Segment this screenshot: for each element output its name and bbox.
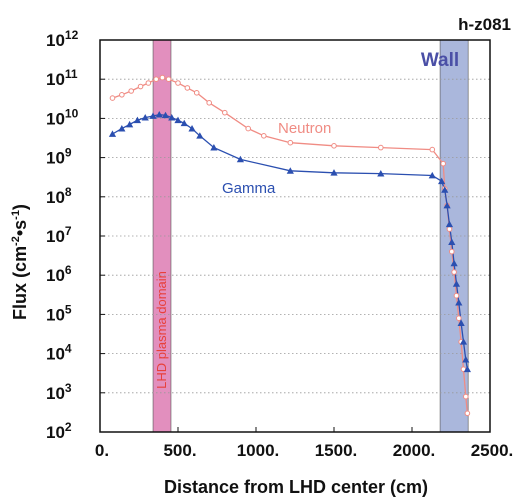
neutron-point [128,88,134,94]
neutron-point [463,393,469,400]
y-tick-label: 1012 [46,28,79,50]
gamma-point [210,143,218,151]
neutron-point [446,226,453,232]
gamma-point [174,116,182,124]
y-tick-label: 1010 [46,106,79,128]
x-tick-label: 2000. [393,441,436,460]
y-tick-label: 108 [46,185,72,207]
neutron-series-label: Neutron [278,120,331,137]
y-tick-label: 104 [46,342,72,364]
gamma-point [457,319,465,326]
gamma-point [377,170,385,177]
x-tick-label: 500. [163,441,196,460]
neutron-point [137,83,144,90]
series-markers [108,74,471,417]
neutron-point [378,144,384,151]
gamma-point [445,220,454,228]
y-tick-label: 102 [46,420,72,442]
gamma-point [108,130,117,137]
neutron-point [119,91,125,98]
gamma-point [141,113,149,121]
chart-title: h-z081 [458,15,511,34]
gamma-point [126,120,134,128]
neutron-point [261,132,267,139]
neutron-point [429,146,436,153]
gamma-point [441,186,449,193]
gamma-point [443,201,451,209]
gamma-point [149,112,157,119]
y-tick-labels: 102 103 104 105 106 107 108 109 1010 1011 1012 [46,28,105,442]
neutron-point [464,410,471,417]
neutron-point [193,89,200,96]
x-axis-title: Distance from LHD center (cm) [164,477,428,497]
neutron-point [222,109,228,116]
gamma-series-label: Gamma [222,180,276,197]
neutron-point [453,292,460,299]
wall-region-label: Wall [421,50,459,71]
shaded-regions [152,39,469,433]
gamma-point [462,356,470,363]
y-tick-label: 109 [46,146,72,168]
neutron-point [206,100,212,106]
gamma-point [286,167,294,174]
gamma-point [155,111,163,118]
neutron-point [184,85,191,91]
gamma-point [330,169,338,176]
y-tick-label: 1011 [46,67,78,89]
plasma-domain-label: LHD plasma domain [154,271,169,389]
neutron-point [245,125,251,132]
neutron-point [109,95,116,101]
x-tick-label: 1500. [315,441,358,460]
gamma-point [459,338,468,345]
gamma-point [180,119,188,127]
gamma-point [236,155,244,163]
neutron-point [448,248,455,255]
gamma-point [133,116,142,124]
neutron-point [153,76,159,82]
gamma-point [450,259,458,267]
gamma-point [448,238,456,245]
grid-lines [100,78,490,394]
gamma-point [428,171,436,179]
neutron-point [440,160,447,167]
x-tick-label: 1000. [237,441,280,460]
y-tick-label: 103 [46,381,72,403]
y-tick-label: 107 [46,224,72,246]
gamma-point [463,365,471,373]
gamma-point [168,113,176,121]
gamma-point [161,111,170,119]
x-tick-labels: 0. 500. 1000. 1500. 2000. 2500. [95,427,513,460]
neutron-point [165,76,172,82]
x-tick-label: 2500. [471,441,514,460]
neutron-point [175,80,181,86]
neutron-point [159,74,166,81]
neutron-point [456,315,462,321]
gamma-point [196,132,204,139]
gamma-point [452,280,461,287]
x-tick-label: 0. [95,441,109,460]
gamma-point [438,177,446,185]
y-tick-label: 106 [46,263,72,285]
gamma-point [188,124,196,132]
y-tick-label: 105 [46,302,72,324]
gamma-point [455,298,463,306]
neutron-point [331,142,337,149]
gamma-point [118,124,126,132]
neutron-point [451,269,457,275]
y-axis-title: Flux (cm-2•s-1) [10,204,30,320]
neutron-point [145,80,152,86]
neutron-point [287,139,294,146]
